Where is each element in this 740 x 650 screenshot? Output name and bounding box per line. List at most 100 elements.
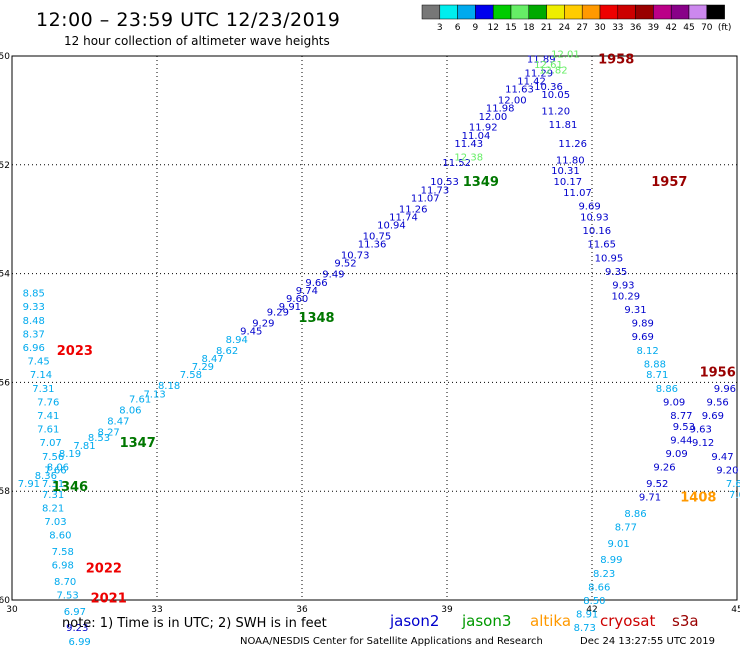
satellite-legend-entry: altika [530, 612, 571, 630]
data-point: 8.99 [600, 555, 622, 566]
colorbar-swatch [706, 4, 725, 20]
data-point: 7.31 [42, 479, 64, 490]
data-point: 7.69 [726, 479, 740, 490]
data-point: 9.29 [267, 308, 289, 319]
data-point: 12.01 [551, 49, 580, 60]
colorbar-swatch [688, 4, 708, 20]
data-point: 7.03 [44, 517, 66, 528]
colorbar-swatch [670, 4, 690, 20]
data-point: 8.21 [42, 504, 64, 515]
data-point: 11.80 [556, 155, 585, 166]
data-point: 7.13 [143, 389, 165, 400]
data-point: 9.09 [665, 449, 687, 460]
data-point: 9.91 [279, 302, 301, 313]
data-point: 7.66 [44, 465, 66, 476]
data-point: 8.36 [35, 471, 57, 482]
chart-subtitle: 12 hour collection of altimeter wave hei… [64, 34, 330, 48]
chart-title: 12:00 – 23:59 UTC 12/23/2019 [36, 9, 340, 31]
data-point: 10.95 [595, 253, 624, 264]
colorbar-swatch [510, 4, 530, 20]
credit-line: NOAA/NESDIS Center for Satellite Applica… [240, 636, 543, 647]
data-points: 8.85 9.33 8.48 8.37 6.96 7.45 7.14 7.31 7.76 7.41… [18, 49, 740, 648]
data-point: 7.91 [18, 479, 40, 490]
data-point: 7.29 [192, 362, 214, 373]
data-point: 12.00 [498, 96, 527, 107]
colorbar-label: 21 [541, 23, 552, 33]
pass-label: 1347 [120, 436, 156, 451]
data-point: 9.74 [296, 286, 318, 297]
data-point: 9.53 [673, 422, 695, 433]
data-point: 9.33 [23, 302, 45, 313]
pass-label: 1346 [52, 480, 88, 495]
data-point: 11.81 [549, 120, 578, 131]
data-point: 7.58 [180, 370, 202, 381]
colorbar-swatch [439, 4, 458, 20]
data-point: 11.73 [421, 185, 450, 196]
data-point: 11.36 [358, 240, 387, 251]
colorbar-label: 3 [437, 23, 443, 33]
data-point: 8.06 [119, 406, 141, 417]
data-point: 11.29 [525, 68, 554, 79]
data-point: 11.07 [411, 193, 440, 204]
data-point: 9.20 [716, 465, 738, 476]
colorbar-swatch [581, 4, 601, 20]
data-point: 12.38 [454, 153, 483, 164]
data-point: 9.26 [653, 463, 675, 474]
plot-frame [11, 55, 738, 601]
data-point: 8.48 [23, 316, 45, 327]
data-point: 11.52 [442, 158, 471, 169]
data-point: 6.98 [52, 561, 74, 572]
data-point: 9.69 [632, 332, 654, 343]
pass-label: 1958 [598, 53, 634, 68]
colorbar-label: 42 [665, 23, 676, 33]
data-point: 11.74 [389, 212, 418, 223]
data-point: 7.58 [52, 547, 74, 558]
data-point: 7.31 [32, 384, 54, 395]
data-point: 12.82 [539, 66, 568, 77]
data-point: 9.47 [711, 452, 733, 463]
pass-labels: 2023 1347 1346 2022 2021 1348 1349 1958 1957 1956… [52, 53, 736, 607]
x-tick-label: 39 [441, 605, 453, 615]
data-point: 10.36 [534, 82, 563, 93]
data-point: 9.31 [624, 305, 646, 316]
data-point: 10.75 [363, 232, 392, 243]
data-point: 11.63 [505, 85, 534, 96]
units-note: note: 1) Time is in UTC; 2) SWH is in fe… [62, 616, 327, 631]
data-point: 8.60 [49, 531, 71, 542]
data-point: 9.45 [240, 327, 262, 338]
timestamp: Dec 24 13:27:55 UTC 2019 [580, 636, 715, 647]
y-tick-label: -58 [0, 487, 10, 497]
data-point: 11.43 [454, 139, 483, 150]
data-point: 9.60 [286, 294, 308, 305]
data-point: 9.69 [578, 202, 600, 213]
data-point: 9.52 [646, 479, 668, 490]
colorbar-swatch [421, 4, 441, 20]
data-point: 8.18 [158, 381, 180, 392]
data-point: 8.85 [23, 289, 45, 300]
data-point: 8.53 [88, 433, 110, 444]
data-point: 9.63 [690, 425, 712, 436]
data-point: 8.50 [583, 596, 605, 607]
colorbar-label: 15 [505, 23, 516, 33]
data-point: 9.29 [252, 319, 274, 330]
data-point: 11.20 [541, 106, 570, 117]
data-point: 8.23 [593, 569, 615, 580]
data-point: 9.23 [66, 623, 88, 634]
colorbar-label: 12 [487, 23, 498, 33]
data-point: 11.26 [399, 204, 428, 215]
data-point: 7.56 [42, 452, 64, 463]
data-point: 9.52 [334, 259, 356, 270]
data-point: 8.91 [576, 610, 598, 621]
y-tick-label: -60 [0, 596, 10, 606]
data-point: 8.86 [624, 509, 646, 520]
data-point: 7.76 [37, 397, 59, 408]
satellite-legend-entry: cryosat [600, 612, 655, 630]
pass-label: 2021 [91, 591, 127, 606]
data-point: 6.97 [64, 607, 86, 618]
colorbar-label: 9 [473, 23, 479, 33]
satellite-legend: jason2 jason3 altika cryosat s3a [389, 612, 699, 630]
satellite-legend-entry: jason3 [461, 612, 511, 630]
data-point: 9.56 [707, 397, 729, 408]
y-tick-label: -54 [0, 270, 10, 280]
